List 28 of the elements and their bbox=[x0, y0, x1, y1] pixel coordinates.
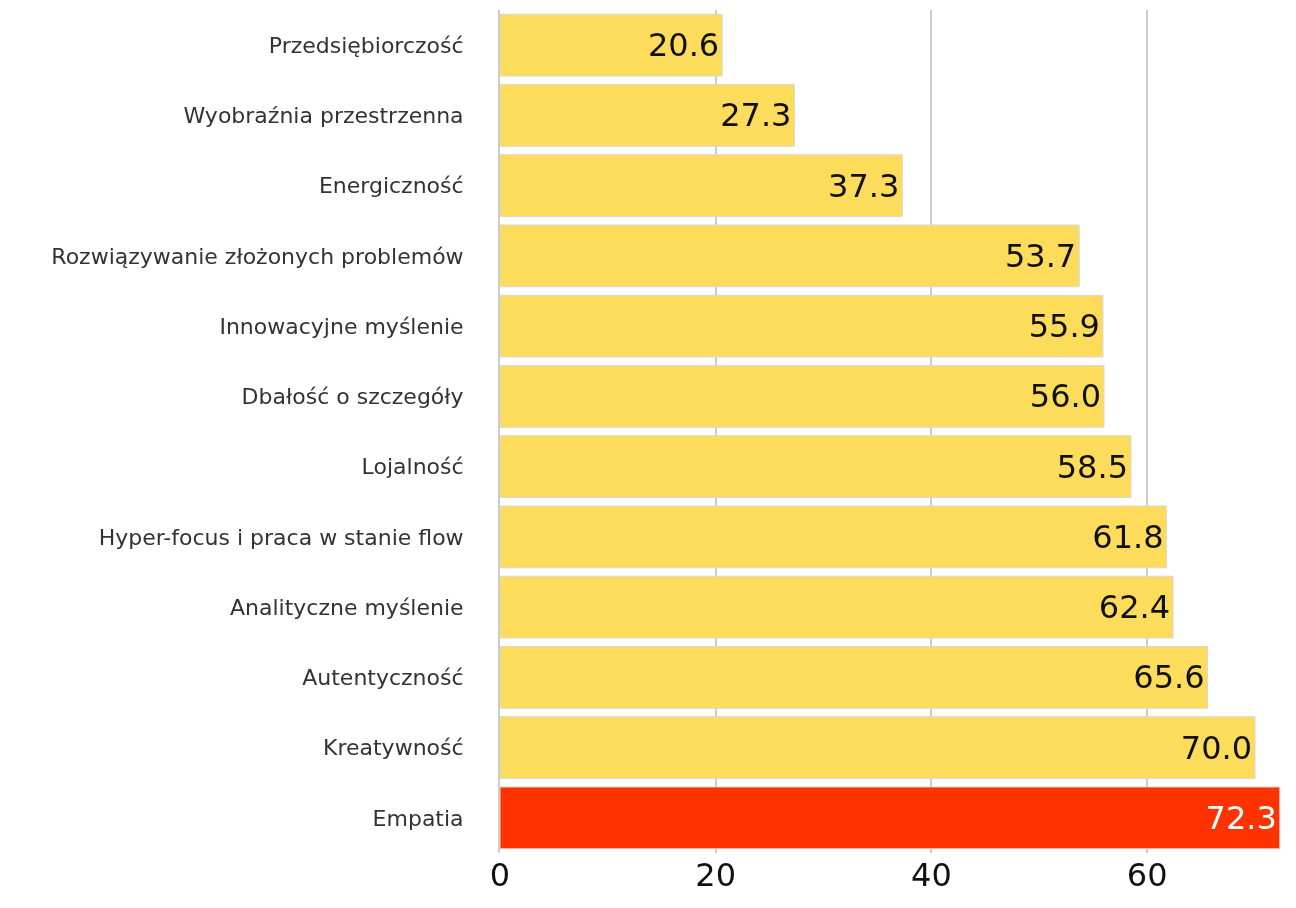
y-tick-label: Kreatywność bbox=[322, 735, 464, 761]
data-label: 61.8 bbox=[1092, 517, 1164, 556]
y-tick-label: Innowacyjne myślenie bbox=[219, 313, 464, 339]
y-tick-label: Empatia bbox=[372, 805, 464, 831]
x-tick-label: 20 bbox=[695, 856, 737, 894]
x-tick-label: 60 bbox=[1126, 856, 1168, 894]
data-label: 56.0 bbox=[1029, 377, 1102, 416]
data-label: 65.6 bbox=[1133, 658, 1205, 697]
y-tick-label: Autentyczność bbox=[302, 665, 464, 691]
data-label: 20.6 bbox=[647, 26, 720, 65]
x-tick-label: 0 bbox=[489, 856, 511, 894]
data-label: 62.4 bbox=[1098, 588, 1171, 627]
data-label: 37.3 bbox=[828, 166, 900, 205]
data-label: 72.3 bbox=[1205, 798, 1277, 837]
y-tick-label: Lojalność bbox=[361, 454, 464, 480]
y-tick-label: Przedsiębiorczość bbox=[268, 32, 464, 58]
data-label: 55.9 bbox=[1028, 307, 1100, 346]
x-tick-label: 40 bbox=[911, 856, 952, 894]
y-tick-label: Analityczne myślenie bbox=[229, 594, 464, 620]
y-tick-label: Rozwiązywanie złożonych problemów bbox=[51, 243, 464, 269]
y-tick-label: Hyper-focus i praca w stanie flow bbox=[98, 524, 464, 550]
y-tick-label: Energiczność bbox=[318, 173, 464, 199]
data-label: 58.5 bbox=[1056, 447, 1128, 486]
y-tick-label: Dbałość o szczegóły bbox=[241, 384, 464, 410]
y-tick-label: Wyobraźnia przestrzenna bbox=[183, 103, 464, 129]
data-label: 27.3 bbox=[720, 96, 792, 135]
data-label: 53.7 bbox=[1004, 236, 1077, 275]
data-label: 70.0 bbox=[1180, 728, 1253, 767]
